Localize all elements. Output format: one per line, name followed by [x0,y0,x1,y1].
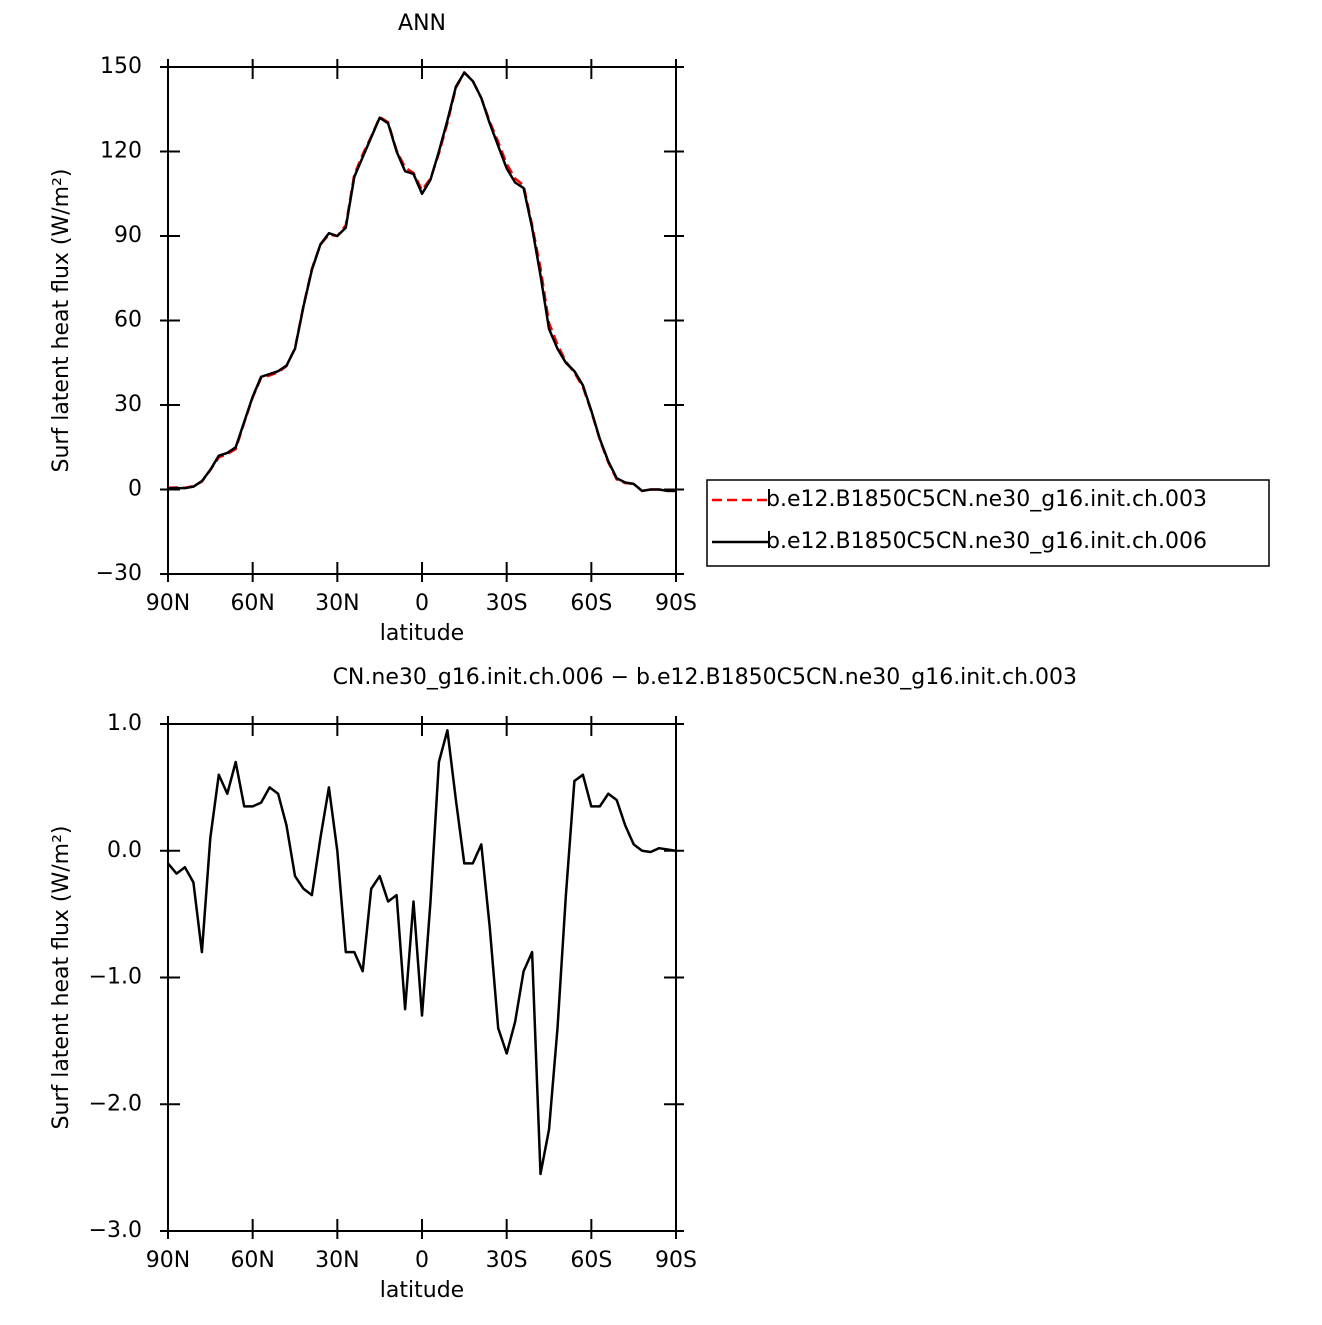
x-tick-label: 30N [315,1248,359,1273]
x-axis-label: latitude [380,1278,464,1303]
chart-title: CN.ne30_g16.init.ch.006 − b.e12.B1850C5C… [333,665,1077,690]
x-tick-label: 60S [570,1248,612,1273]
y-tick-label: 0.0 [107,838,142,863]
y-tick-label: −3.0 [89,1218,142,1243]
data-line [168,71,676,493]
x-tick-label: 90N [146,1248,190,1273]
y-tick-label: 0 [128,477,142,502]
x-tick-label: 30N [315,591,359,616]
x-tick-label: 30S [486,591,528,616]
x-tick-label: 90S [655,591,697,616]
x-tick-label: 90S [655,1248,697,1273]
y-tick-label: 1.0 [107,711,142,736]
plot-frame [167,66,677,575]
y-axis-label: Surf latent heat flux (W/m²) [49,169,74,473]
legend-label: b.e12.B1850C5CN.ne30_g16.init.ch.006 [766,529,1207,554]
y-tick-label: 120 [100,139,142,164]
x-axis-label: latitude [380,621,464,646]
legend-box [706,479,1270,567]
y-tick-label: −1.0 [89,965,142,990]
y-axis-label: Surf latent heat flux (W/m²) [49,826,74,1130]
y-tick-label: −30 [96,561,142,586]
x-tick-label: 30S [486,1248,528,1273]
y-tick-label: −2.0 [89,1091,142,1116]
y-tick-label: 30 [114,392,142,417]
data-line [167,71,676,493]
x-tick-label: 60N [230,1248,274,1273]
x-tick-label: 90N [146,591,190,616]
x-tick-label: 0 [415,591,429,616]
data-line [167,729,677,1176]
y-tick-label: 150 [100,54,142,79]
y-tick-label: 90 [114,223,142,248]
y-tick-label: 60 [114,308,142,333]
legend-label: b.e12.B1850C5CN.ne30_g16.init.ch.003 [766,487,1207,512]
x-tick-label: 60N [230,591,274,616]
legend: b.e12.B1850C5CN.ne30_g16.init.ch.003 b.e1… [706,479,1270,567]
x-tick-label: 0 [415,1248,429,1273]
x-tick-label: 60S [570,591,612,616]
chart-title: ANN [398,11,446,36]
